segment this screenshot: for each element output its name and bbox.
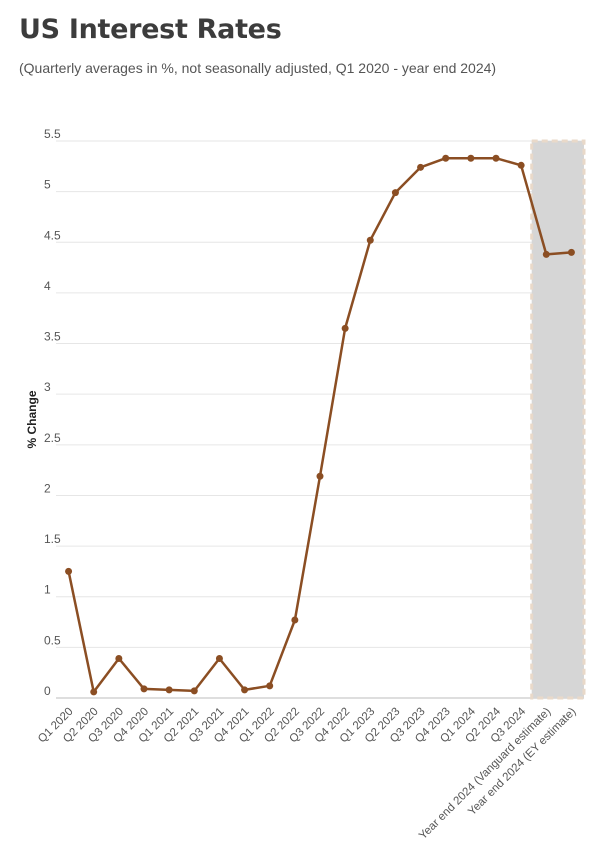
data-points — [65, 154, 575, 696]
data-point[interactable] — [90, 688, 98, 696]
estimate-region — [530, 139, 586, 700]
y-axis-title: % Change — [25, 390, 39, 448]
y-axis-ticks: 0 0.5 1 1.5 2 2.5 3 3.5 4 4.5 5 5.5 — [44, 127, 61, 698]
data-point[interactable] — [542, 250, 550, 258]
estimate-shaded-region — [530, 139, 586, 700]
y-tick-label: 3.5 — [44, 330, 61, 344]
series-line-group — [67, 156, 573, 694]
data-point[interactable] — [215, 655, 223, 663]
data-point[interactable] — [115, 655, 123, 663]
data-point[interactable] — [266, 682, 274, 690]
y-tick-label: 3 — [44, 380, 51, 394]
y-tick-label: 4 — [44, 279, 51, 293]
gridlines — [56, 140, 584, 699]
data-point[interactable] — [341, 324, 349, 332]
data-point[interactable] — [316, 472, 324, 480]
y-tick-label: 1.5 — [44, 532, 61, 546]
y-tick-label: 5 — [44, 178, 51, 192]
y-tick-label: 0.5 — [44, 633, 61, 647]
chart-title: US Interest Rates — [19, 14, 282, 45]
data-point[interactable] — [467, 154, 475, 162]
data-point[interactable] — [492, 154, 500, 162]
data-point[interactable] — [517, 161, 525, 169]
data-point[interactable] — [567, 248, 575, 256]
data-point[interactable] — [65, 567, 73, 575]
y-tick-label: 2 — [44, 481, 51, 495]
y-tick-label: 1 — [44, 583, 51, 597]
data-point[interactable] — [442, 154, 450, 162]
data-point[interactable] — [391, 189, 399, 197]
y-tick-label: 0 — [44, 684, 51, 698]
data-point[interactable] — [140, 685, 148, 693]
series-line — [67, 156, 573, 694]
y-tick-label: 2.5 — [44, 431, 61, 445]
data-point[interactable] — [417, 163, 425, 171]
data-point[interactable] — [291, 616, 299, 624]
data-point[interactable] — [366, 236, 374, 244]
y-tick-label: 4.5 — [44, 228, 61, 242]
data-point[interactable] — [241, 686, 249, 694]
chart-subtitle: (Quarterly averages in %, not seasonally… — [19, 60, 497, 76]
data-point[interactable] — [165, 686, 173, 694]
y-tick-label: 5.5 — [44, 127, 61, 141]
data-point[interactable] — [190, 687, 198, 695]
